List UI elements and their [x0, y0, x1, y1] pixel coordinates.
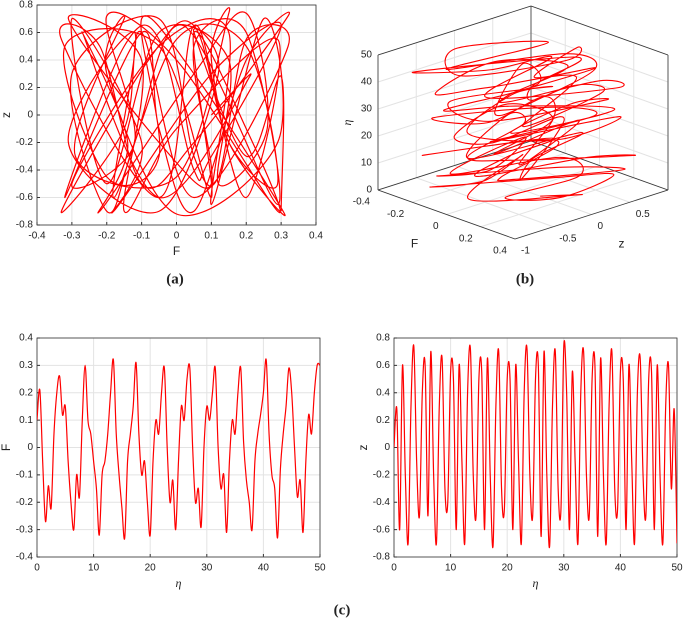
y-tick-label: 0.2 [376, 415, 390, 426]
x-tick-label: -0.4 [28, 231, 46, 242]
y-tick-label: 0.4 [19, 333, 33, 344]
caption: (c) [334, 602, 351, 618]
curve [59, 7, 291, 217]
grid-line [377, 32, 532, 83]
z-tick-label: 0 [366, 185, 372, 196]
box-edge [377, 189, 516, 240]
y-tick-label: -1 [521, 246, 530, 257]
axes-box [36, 4, 317, 226]
x-tick-label: 0 [34, 563, 40, 574]
curve-3d [411, 40, 636, 202]
x-tick-label: 30 [201, 563, 213, 574]
y-axis-label: z [356, 445, 370, 451]
z-axis-label: η [340, 119, 354, 125]
z-tick-label: 40 [361, 77, 373, 88]
z-tick-label: 20 [361, 131, 373, 142]
box-edge [514, 189, 669, 240]
grid-line [416, 177, 554, 228]
x-tick-label: 20 [145, 563, 157, 574]
y-tick-label: 0.5 [636, 209, 650, 220]
y-tick-label: -0.6 [373, 524, 391, 535]
y-tick-label: 0.4 [376, 387, 390, 398]
y-tick-label: -0.8 [16, 220, 34, 231]
x-tick-label: 50 [671, 563, 683, 574]
x-tick-label: 0.2 [459, 233, 473, 244]
x-tick-label: 0.4 [309, 231, 323, 242]
x-tick-label: 50 [314, 563, 326, 574]
y-tick-label: -0.3 [16, 524, 34, 535]
y-tick-label: 0 [27, 110, 33, 121]
y-axis-label: z [0, 112, 13, 118]
y-tick-label: 0.2 [19, 387, 33, 398]
z-tick-label: 50 [361, 50, 373, 61]
y-tick-label: 0.3 [19, 360, 33, 371]
y-tick-label: -0.1 [16, 470, 34, 481]
grid-line [530, 113, 669, 164]
x-tick-label: 0 [433, 221, 439, 232]
box-edge [377, 5, 532, 56]
y-tick-label: 0 [598, 221, 604, 232]
x-tick-label: 40 [615, 563, 627, 574]
grid-line [530, 32, 669, 83]
y-tick-label: 0.8 [19, 0, 33, 11]
y-tick-label: 0.4 [19, 55, 33, 66]
caption: (b) [516, 271, 534, 287]
x-tick-label: 0.2 [239, 231, 253, 242]
curve [37, 358, 320, 540]
x-tick-label: 0.1 [204, 231, 218, 242]
x-axis-label: F [411, 237, 418, 251]
grid-line [377, 86, 532, 137]
x-tick-label: 30 [558, 563, 570, 574]
y-tick-label: -0.4 [16, 552, 34, 563]
x-tick-label: 0 [174, 231, 180, 242]
z-tick-label: 10 [361, 158, 373, 169]
x-tick-label: -0.4 [353, 197, 371, 208]
x-tick-label: 40 [258, 563, 270, 574]
caption: (a) [166, 271, 184, 287]
y-axis-label: F [0, 444, 13, 451]
x-tick-label: 10 [445, 563, 457, 574]
x-axis-label: η [533, 576, 539, 590]
grid-line [377, 59, 532, 110]
box-edge [377, 140, 532, 191]
x-tick-label: -0.1 [133, 231, 151, 242]
x-tick-label: -0.2 [387, 209, 405, 220]
x-tick-label: 20 [502, 563, 514, 574]
y-tick-label: -0.5 [559, 233, 577, 244]
y-axis-label: z [619, 237, 625, 251]
y-tick-label: -0.4 [16, 165, 34, 176]
y-tick-label: 0.8 [376, 333, 390, 344]
y-tick-label: 0.6 [376, 360, 390, 371]
x-tick-label: -0.3 [63, 231, 81, 242]
curve [394, 340, 677, 549]
grid-line [530, 59, 669, 110]
x-tick-label: 0 [391, 563, 397, 574]
z-tick-label: 30 [361, 104, 373, 115]
axes-box [36, 337, 321, 558]
y-tick-label: -0.6 [16, 192, 34, 203]
y-tick-label: 0.2 [19, 82, 33, 93]
box-edge [530, 5, 669, 56]
y-tick-label: 0.6 [19, 27, 33, 38]
grid-line [492, 152, 630, 203]
y-tick-label: 0 [384, 442, 390, 453]
y-tick-label: -0.2 [16, 497, 34, 508]
y-tick-label: -0.4 [373, 497, 391, 508]
y-tick-label: 0.1 [19, 415, 33, 426]
y-tick-label: -0.2 [16, 137, 34, 148]
x-tick-label: 10 [88, 563, 100, 574]
x-tick-label: -0.2 [98, 231, 116, 242]
y-tick-label: -0.8 [373, 552, 391, 563]
x-tick-label: 0.3 [274, 231, 288, 242]
x-tick-label: 0.4 [493, 246, 507, 257]
x-axis-label: F [173, 244, 180, 258]
y-tick-label: 0 [27, 442, 33, 453]
y-tick-label: -0.2 [373, 470, 391, 481]
x-axis-label: η [176, 576, 182, 590]
